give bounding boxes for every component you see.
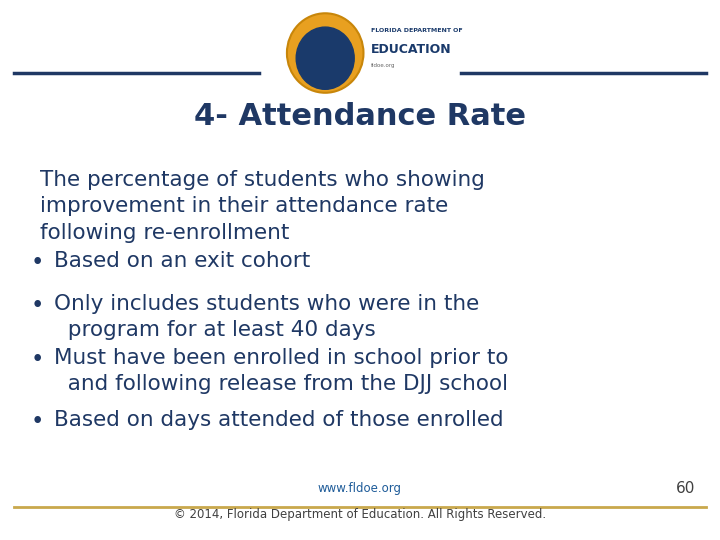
Ellipse shape [287,14,364,93]
Text: Based on days attended of those enrolled: Based on days attended of those enrolled [54,410,503,430]
Text: EDUCATION: EDUCATION [371,43,451,56]
Text: 4- Attendance Rate: 4- Attendance Rate [194,102,526,131]
Text: FLORIDA DEPARTMENT OF: FLORIDA DEPARTMENT OF [371,28,462,33]
Text: •: • [30,348,44,372]
Text: Must have been enrolled in school prior to
  and following release from the DJJ : Must have been enrolled in school prior … [54,348,508,394]
Ellipse shape [296,27,354,89]
Text: The percentage of students who showing
improvement in their attendance rate
foll: The percentage of students who showing i… [40,170,485,243]
Text: •: • [30,294,44,318]
Text: •: • [30,251,44,274]
Text: Only includes students who were in the
  program for at least 40 days: Only includes students who were in the p… [54,294,480,340]
Text: 60: 60 [675,481,695,496]
Text: Based on an exit cohort: Based on an exit cohort [54,251,310,271]
Text: www.fldoe.org: www.fldoe.org [318,482,402,495]
Text: fldoe.org: fldoe.org [371,63,395,68]
Text: •: • [30,410,44,434]
Text: © 2014, Florida Department of Education. All Rights Reserved.: © 2014, Florida Department of Education.… [174,508,546,521]
